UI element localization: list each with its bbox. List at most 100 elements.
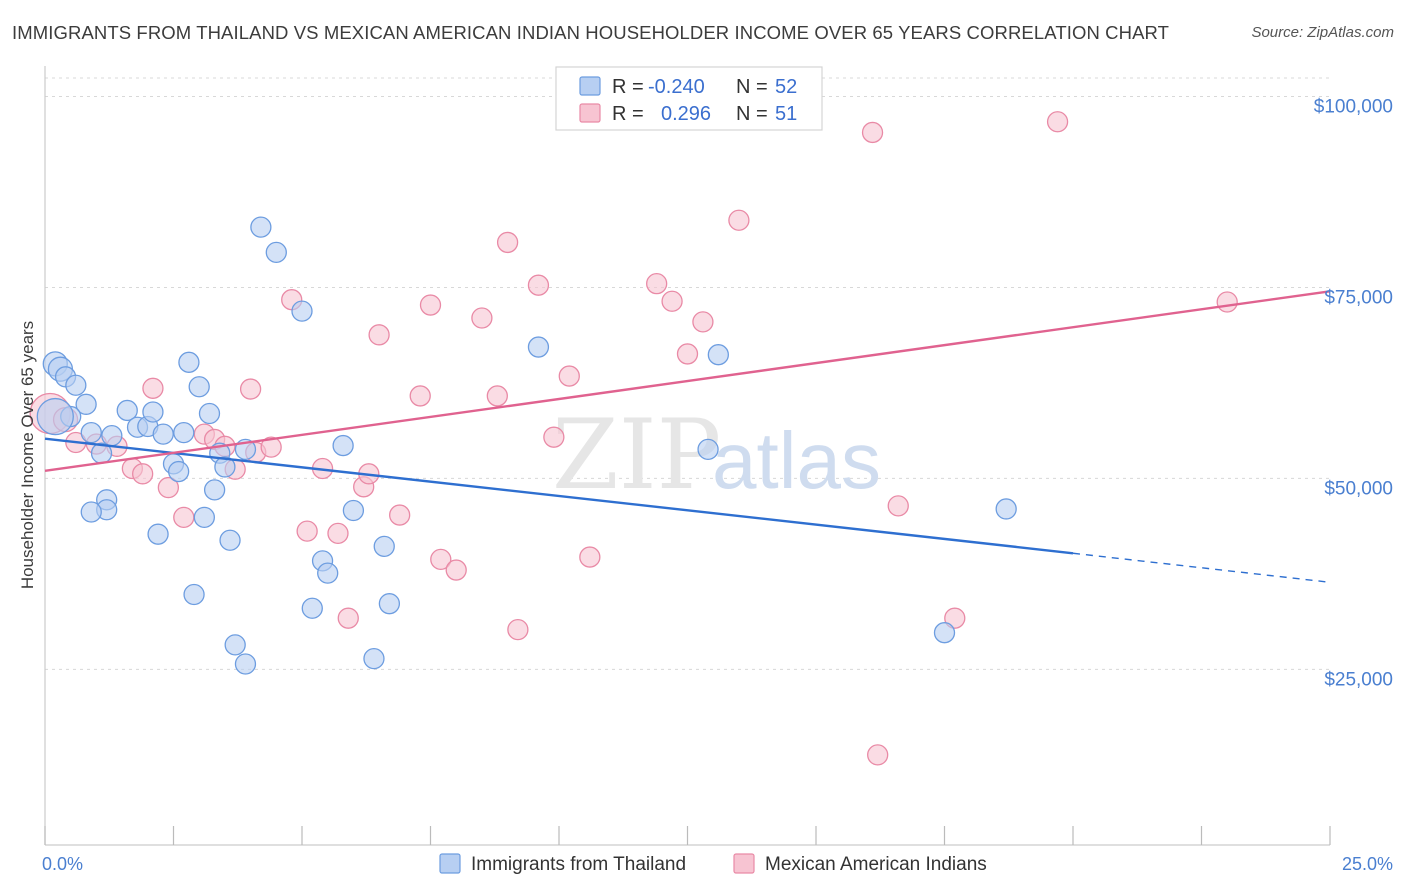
- data-point: [579, 546, 601, 568]
- data-point: [697, 438, 719, 461]
- data-point: [486, 385, 508, 407]
- data-point: [183, 583, 205, 606]
- watermark-atlas: atlas: [712, 416, 881, 505]
- legend-swatch-thailand: [579, 76, 601, 96]
- data-point: [260, 436, 282, 458]
- data-point: [995, 498, 1017, 520]
- data-point: [173, 421, 195, 444]
- data-point: [265, 241, 287, 263]
- data-point: [142, 401, 164, 423]
- zipatlas-watermark: ZIP atlas: [552, 399, 881, 511]
- data-point: [157, 476, 180, 499]
- data-point: [728, 209, 750, 231]
- legend-r-value-mexican: 0.296: [661, 103, 711, 125]
- data-point: [527, 336, 550, 358]
- legend-swatch-mexican: [579, 103, 601, 123]
- bottom-legend-swatch-mexican: [733, 853, 755, 874]
- data-point: [445, 559, 467, 581]
- axes: [44, 66, 1331, 846]
- series-mexican-american-indians: [29, 111, 1238, 766]
- data-point: [116, 399, 138, 422]
- series-legend: Immigrants from Thailand Mexican America…: [439, 853, 987, 875]
- data-point: [496, 231, 519, 254]
- legend-r-label-mexican: R =: [612, 103, 644, 125]
- y-axis-label: Householder Income Over 65 years: [18, 321, 37, 589]
- data-point: [152, 423, 174, 445]
- legend-n-value-thailand: 52: [775, 76, 797, 98]
- data-point: [1046, 111, 1069, 133]
- data-point: [36, 397, 74, 436]
- data-point: [389, 504, 411, 526]
- data-point: [368, 324, 390, 346]
- data-point: [327, 522, 349, 545]
- data-point: [933, 622, 956, 644]
- data-point: [80, 421, 102, 444]
- data-point: [193, 506, 215, 529]
- data-point: [471, 307, 493, 329]
- chart-title: IMMIGRANTS FROM THAILAND VS MEXICAN AMER…: [12, 22, 1170, 43]
- data-point: [419, 294, 442, 316]
- legend-r-label-thailand: R =: [612, 76, 644, 98]
- data-point: [317, 562, 339, 584]
- data-point: [707, 344, 729, 366]
- data-point: [167, 460, 190, 483]
- data-point: [887, 495, 909, 517]
- correlation-legend: R = -0.240 N = 52 R = 0.296 N = 51: [555, 66, 823, 131]
- legend-r-value-thailand: -0.240: [648, 76, 705, 98]
- data-point: [378, 593, 401, 615]
- data-point: [527, 274, 550, 296]
- trend-line: [44, 437, 1074, 555]
- legend-n-label-thailand: N =: [736, 76, 768, 98]
- watermark-zip: ZIP: [552, 399, 721, 511]
- data-point: [301, 597, 323, 619]
- data-point: [558, 365, 580, 387]
- legend-n-value-mexican: 51: [775, 103, 797, 125]
- data-point: [661, 290, 683, 312]
- bottom-legend-label-thailand: Immigrants from Thailand: [471, 854, 686, 875]
- data-point: [178, 351, 200, 373]
- data-point: [132, 463, 154, 485]
- data-point: [101, 424, 123, 447]
- data-point: [867, 744, 889, 766]
- data-point: [861, 121, 884, 144]
- trend-lines: [44, 290, 1331, 583]
- data-point: [291, 300, 313, 322]
- data-point: [543, 426, 565, 448]
- data-point: [188, 376, 210, 398]
- data-point: [75, 393, 97, 415]
- y-tick-label: $75,000: [1324, 287, 1393, 308]
- y-tick-label: $50,000: [1324, 478, 1393, 499]
- bottom-legend-swatch-thailand: [439, 853, 461, 874]
- data-point: [214, 456, 236, 478]
- data-point: [65, 374, 87, 396]
- data-point: [373, 535, 395, 558]
- data-point: [676, 343, 699, 365]
- data-point: [296, 520, 318, 542]
- data-point: [250, 216, 272, 238]
- data-point: [80, 501, 102, 523]
- series-immigrants-from-thailand: [36, 216, 1017, 675]
- data-point: [646, 273, 668, 295]
- data-point: [173, 506, 195, 529]
- data-point: [332, 434, 354, 457]
- y-tick-label: $25,000: [1324, 669, 1393, 690]
- chart-source: Source: ZipAtlas.com: [1251, 24, 1394, 41]
- data-point: [692, 311, 714, 333]
- data-point: [219, 529, 241, 551]
- trend-line: [44, 290, 1331, 472]
- data-point: [409, 385, 431, 407]
- data-point: [1216, 291, 1238, 313]
- data-point: [944, 607, 966, 629]
- data-point: [142, 377, 164, 399]
- trend-line-extension: [1072, 552, 1331, 583]
- data-point: [198, 402, 221, 425]
- data-point: [239, 378, 262, 400]
- x-tick-label: 25.0%: [1342, 854, 1393, 874]
- y-tick-label: $100,000: [1314, 97, 1393, 118]
- data-point: [507, 618, 529, 641]
- legend-n-label-mexican: N =: [736, 103, 768, 125]
- bottom-legend-label-mexican: Mexican American Indians: [765, 854, 987, 875]
- data-point: [430, 548, 452, 571]
- data-point: [147, 523, 169, 545]
